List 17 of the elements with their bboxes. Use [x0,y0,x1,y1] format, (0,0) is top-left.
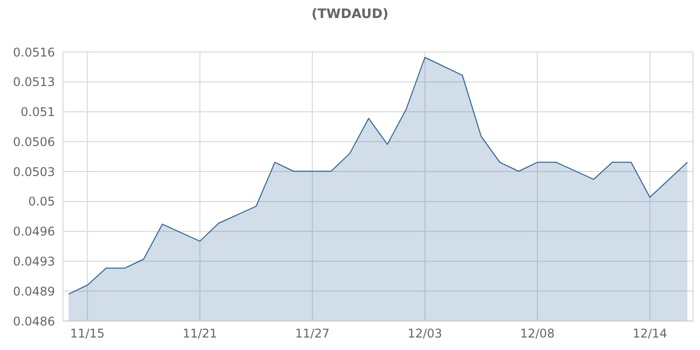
y-tick-label: 0.0486 [13,314,55,328]
y-tick-label: 0.0513 [13,75,55,90]
y-tick-label: 0.0516 [13,45,55,60]
x-tick-label: 11/15 [70,326,105,341]
y-tick-label: 0.0503 [13,164,55,179]
y-tick-label: 0.0489 [13,284,55,298]
x-tick-label: 12/08 [520,326,555,341]
chart-title: (TWDAUD) [310,7,390,22]
y-tick-label: 0.051 [20,105,55,120]
x-tick-label: 11/21 [182,326,218,341]
y-tick-label: 0.0496 [13,224,55,239]
y-tick-label: 0.05 [28,194,55,209]
x-tick-label: 12/03 [408,326,442,341]
x-tick-label: 12/14 [632,326,668,341]
x-tick-label: 11/27 [295,326,330,341]
y-tick-label: 0.0493 [13,254,55,268]
y-tick-label: 0.0506 [13,134,55,149]
